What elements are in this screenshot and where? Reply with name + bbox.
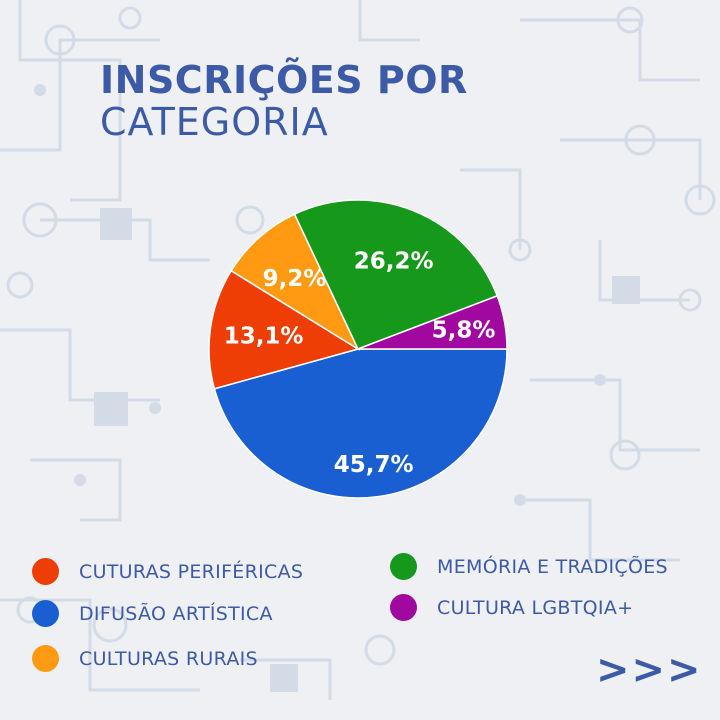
legend-swatch (390, 594, 417, 621)
slice-label: 9,2% (263, 266, 327, 292)
page-title: INSCRIÇÕES POR (100, 58, 468, 102)
legend-label: CULTURA LGBTQIA+ (437, 596, 634, 619)
legend-item-culturas-perifericas: CUTURAS PERIFÉRICAS (32, 558, 303, 585)
legend-item-culturas-rurais: CULTURAS RURAIS (32, 645, 258, 672)
page-subtitle: CATEGORIA (100, 100, 329, 144)
legend-swatch (32, 558, 59, 585)
legend-swatch (390, 553, 417, 580)
slice-label: 45,7% (334, 452, 414, 478)
legend-swatch (32, 600, 59, 627)
legend-swatch (32, 645, 59, 672)
pie-slice (208, 269, 360, 390)
legend-label: MEMÓRIA E TRADIÇÕES (437, 555, 668, 578)
legend-item-memoria-e-tradicoes: MEMÓRIA E TRADIÇÕES (390, 553, 668, 580)
pie-slice (357, 294, 508, 350)
pie-slice (213, 348, 508, 499)
next-arrow-icon[interactable]: >>> (596, 647, 703, 693)
slice-label: 26,2% (354, 249, 434, 275)
pie-slice (293, 199, 499, 350)
legend-label: CUTURAS PERIFÉRICAS (79, 560, 304, 583)
legend-item-cultura-lgbtqia: CULTURA LGBTQIA+ (390, 594, 633, 621)
pie-slice (230, 213, 360, 351)
legend-item-difusao-artistica: DIFUSÃO ARTÍSTICA (32, 600, 273, 627)
slice-label: 13,1% (224, 324, 304, 350)
slice-label: 5,8% (432, 318, 496, 344)
legend-label: CULTURAS RURAIS (79, 647, 258, 670)
legend-label: DIFUSÃO ARTÍSTICA (79, 602, 273, 625)
